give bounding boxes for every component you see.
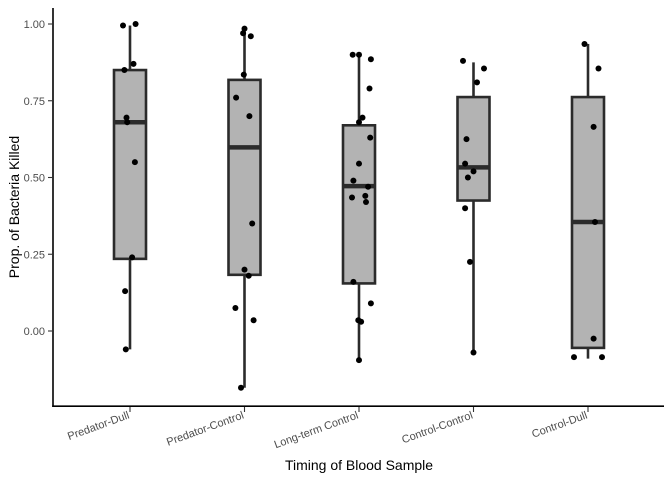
x-axis-title: Timing of Blood Sample (285, 457, 433, 473)
data-point (367, 300, 374, 307)
y-tick-label: 1.00 (24, 19, 45, 31)
data-point (470, 168, 477, 175)
data-point (590, 123, 597, 130)
data-point (367, 134, 374, 141)
axes-layer (52, 8, 664, 408)
data-point (571, 354, 577, 361)
data-point (122, 288, 129, 295)
y-tick-label: 0.75 (24, 96, 45, 108)
data-point (240, 30, 247, 37)
data-point (120, 22, 126, 29)
box-predator-dull (112, 25, 148, 350)
data-point (463, 136, 470, 143)
data-point (358, 318, 365, 325)
data-point (467, 258, 473, 265)
data-point (245, 272, 252, 279)
y-axis-title: Prop. of Bacteria Killed (6, 136, 22, 278)
data-point (238, 384, 244, 391)
data-point (365, 183, 372, 190)
iqr-box (341, 124, 377, 285)
x-tick-label: Predator-Dull (66, 410, 131, 443)
data-point (356, 51, 362, 58)
data-point (366, 85, 373, 92)
data-point (250, 317, 257, 324)
data-point (474, 79, 480, 86)
data-point (359, 114, 366, 121)
data-point (350, 177, 357, 184)
data-point (232, 304, 239, 311)
data-point (356, 119, 362, 126)
data-point (462, 205, 469, 212)
data-point (481, 65, 487, 72)
data-point (470, 349, 477, 356)
data-point (131, 159, 138, 166)
data-point (233, 94, 240, 101)
data-point (595, 65, 602, 72)
data-point (599, 354, 605, 361)
data-point (581, 40, 588, 47)
y-tick-label: 0.50 (24, 173, 45, 185)
data-point (121, 67, 128, 74)
iqr-box (112, 68, 148, 261)
points-layer (120, 21, 605, 391)
data-point (123, 114, 130, 121)
box-predator-control (227, 28, 262, 388)
data-point (124, 119, 131, 126)
x-ticks: Predator-Dull Predator-Control Long-term C… (66, 407, 589, 451)
data-point (122, 346, 129, 353)
data-point (362, 192, 369, 199)
data-point (462, 160, 469, 167)
boxes-layer (112, 25, 606, 388)
box-long-term-control (341, 54, 377, 361)
data-point (464, 174, 471, 181)
data-point (590, 335, 597, 342)
x-tick-label: Long-term Control (273, 410, 360, 452)
box-control-control (456, 62, 491, 353)
box-control-dull (570, 43, 606, 359)
data-point (130, 60, 137, 67)
data-point (132, 21, 139, 27)
data-point (363, 199, 369, 206)
data-point (129, 254, 136, 261)
data-point (349, 194, 355, 201)
y-tick-label: 0.00 (24, 326, 45, 338)
y-ticks: 0.00 0.25 0.50 0.75 1.00 (24, 19, 53, 338)
x-tick-label: Predator-Control (165, 410, 246, 449)
x-tick-label: Control-Dull (530, 410, 589, 441)
data-point (592, 219, 598, 226)
data-point (240, 71, 247, 78)
data-point (241, 266, 248, 273)
data-point (356, 357, 362, 364)
data-point (356, 160, 362, 167)
data-point (460, 57, 466, 64)
data-point (246, 113, 253, 120)
data-point (247, 33, 254, 40)
x-tick-label: Control-Control (400, 410, 474, 447)
data-point (367, 56, 374, 63)
data-point (241, 25, 248, 32)
data-point (249, 220, 256, 227)
iqr-box (456, 95, 491, 202)
iqr-box (227, 78, 262, 277)
data-point (350, 278, 357, 285)
y-tick-label: 0.25 (24, 249, 45, 261)
data-point (349, 51, 356, 58)
